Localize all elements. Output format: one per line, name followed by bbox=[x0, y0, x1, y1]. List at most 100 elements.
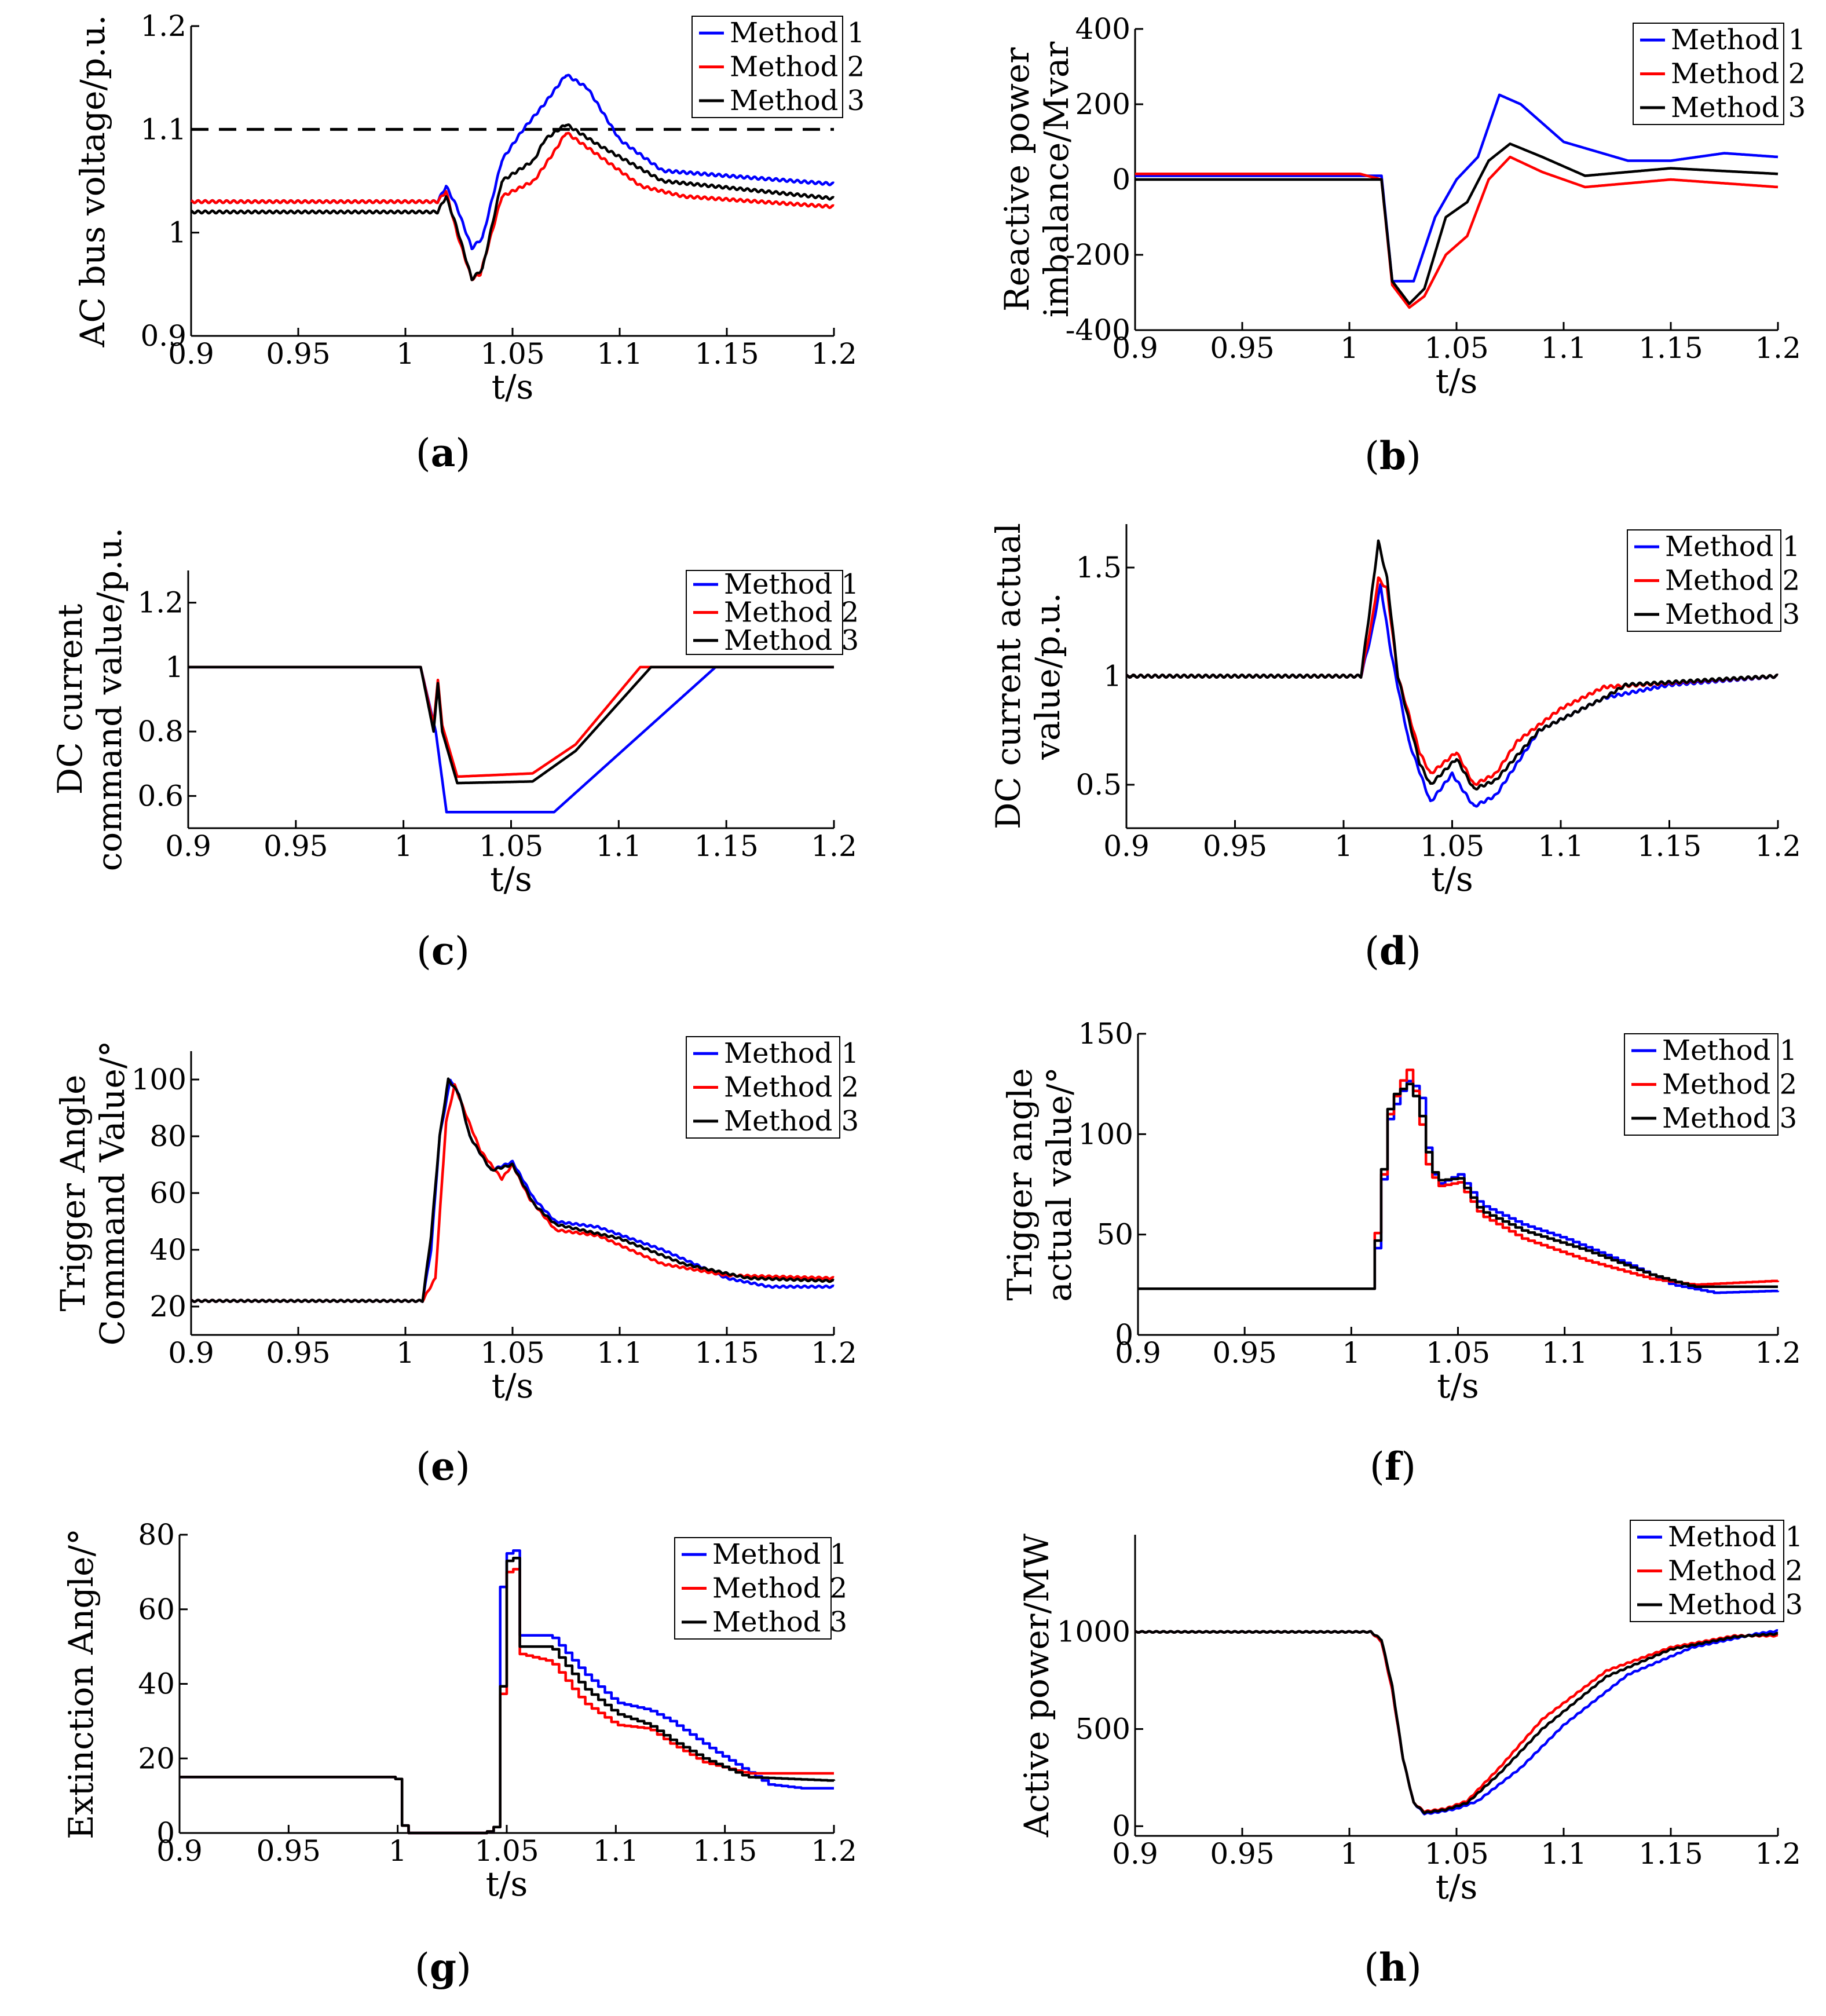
x-tick-label: 1.2 bbox=[811, 829, 857, 863]
series-line-method-3 bbox=[1138, 1082, 1778, 1290]
x-tick-label: 1.05 bbox=[479, 829, 543, 863]
y-tick-label: 0.5 bbox=[1075, 768, 1122, 802]
x-tick-label: 0.95 bbox=[264, 829, 328, 863]
x-axis-label: t/s bbox=[486, 1864, 528, 1904]
legend-entry: Method 1 bbox=[1662, 1034, 1797, 1067]
x-tick-label: 1.15 bbox=[693, 1834, 757, 1868]
panel-label: (d) bbox=[1364, 928, 1421, 974]
x-tick-label: 0.9 bbox=[168, 337, 214, 371]
x-tick-label: 1.15 bbox=[1638, 331, 1703, 365]
y-tick-label: -200 bbox=[1066, 238, 1130, 272]
y-tick-label: 20 bbox=[149, 1290, 186, 1323]
y-tick-label: 0.8 bbox=[137, 715, 184, 748]
series-line-method-3 bbox=[190, 123, 835, 281]
y-tick-label: 1 bbox=[165, 650, 184, 684]
legend-entry: Method 3 bbox=[1662, 1102, 1797, 1135]
legend-entry: Method 1 bbox=[724, 568, 859, 601]
y-tick-label: 0 bbox=[1112, 1809, 1130, 1843]
legend-entry: Method 3 bbox=[712, 1606, 847, 1638]
x-tick-label: 1 bbox=[1334, 829, 1353, 863]
x-tick-label: 1.2 bbox=[1755, 1336, 1801, 1370]
y-tick-label: 100 bbox=[131, 1063, 186, 1096]
legend-entry: Method 1 bbox=[724, 1037, 859, 1070]
y-tick-label: 0 bbox=[1115, 1318, 1133, 1352]
y-tick-label: -400 bbox=[1066, 313, 1130, 347]
panel-h: 0.9 0.95 1 1.05 1.1 1.15 1.2 0 500 1000 t/s Active … bbox=[1017, 1520, 1803, 1990]
y-tick-label: 400 bbox=[1075, 12, 1130, 46]
y-axis-label: actual value/° bbox=[1040, 1067, 1079, 1301]
x-tick-label: 1 bbox=[396, 337, 415, 371]
x-tick-label: 1.05 bbox=[480, 337, 544, 371]
x-tick-label: 1.1 bbox=[1542, 1336, 1588, 1370]
x-tick-label: 1.2 bbox=[811, 337, 857, 371]
x-tick-label: 0.9 bbox=[156, 1834, 203, 1868]
panel-label: (b) bbox=[1364, 433, 1421, 478]
y-tick-label: 500 bbox=[1075, 1712, 1130, 1746]
x-tick-label: 1.1 bbox=[1540, 331, 1587, 365]
legend-entry: Method 2 bbox=[1662, 1069, 1797, 1101]
series-line-method-3 bbox=[187, 665, 835, 785]
y-tick-label: 60 bbox=[149, 1176, 186, 1210]
panel-b: 0.9 0.95 1 1.05 1.1 1.15 1.2 -400 -200 0 200 400 t/s… bbox=[997, 12, 1806, 478]
panel-a: 0.9 0.95 1 1.05 1.1 1.15 1.2 0.9 1 1.1 1.2 t/s AC bu… bbox=[73, 9, 865, 475]
x-tick-label: 0.9 bbox=[1115, 1336, 1161, 1370]
legend-entry: Method 1 bbox=[730, 17, 865, 49]
x-tick-label: 1.2 bbox=[1755, 1837, 1801, 1871]
y-axis-label: value/p.u. bbox=[1028, 592, 1067, 760]
x-tick-label: 1 bbox=[389, 1834, 407, 1868]
y-axis-label: AC bus voltage/p.u. bbox=[73, 15, 112, 348]
series-line-method-3 bbox=[180, 1556, 836, 1835]
x-tick-label: 1.1 bbox=[597, 1336, 643, 1370]
panel-d: 0.9 0.95 1 1.05 1.1 1.15 1.2 0.5 1 1.5 t/s DC curre… bbox=[989, 523, 1801, 974]
x-tick-label: 1.05 bbox=[1420, 829, 1484, 863]
y-tick-label: 1.1 bbox=[140, 112, 186, 146]
series-line-method-3 bbox=[190, 1077, 835, 1303]
panel-label: (h) bbox=[1364, 1945, 1422, 1990]
panel-e: 0.9 0.95 1 1.05 1.1 1.15 1.2 20 40 60 80 100 t/s Trig… bbox=[53, 1036, 859, 1489]
x-tick-label: 0.95 bbox=[1203, 829, 1267, 863]
x-tick-label: 1.2 bbox=[811, 1336, 857, 1370]
legend-entry: Method 3 bbox=[1671, 92, 1806, 124]
x-tick-label: 1.15 bbox=[694, 829, 759, 863]
x-axis-label: t/s bbox=[1431, 859, 1473, 899]
legend-entry: Method 2 bbox=[712, 1572, 847, 1605]
y-tick-label: 1 bbox=[1103, 660, 1122, 693]
y-tick-label: 200 bbox=[1075, 87, 1130, 121]
panel-label: (c) bbox=[416, 928, 470, 974]
x-tick-label: 0.95 bbox=[1213, 1336, 1277, 1370]
panel-f: 0.9 0.95 1 1.05 1.1 1.15 1.2 0 50 100 150 t/s Trigge… bbox=[1000, 1017, 1801, 1489]
y-tick-label: 1 bbox=[168, 216, 186, 250]
x-axis-label: t/s bbox=[1437, 1366, 1479, 1406]
x-tick-label: 0.9 bbox=[1103, 829, 1150, 863]
x-tick-label: 0.9 bbox=[165, 829, 211, 863]
series-line-method-2 bbox=[1134, 1630, 1779, 1814]
y-axis-label: Command Value/° bbox=[93, 1041, 132, 1346]
legend-entry: Method 3 bbox=[730, 85, 865, 117]
x-tick-label: 1.05 bbox=[480, 1336, 544, 1370]
y-tick-label: 100 bbox=[1078, 1117, 1133, 1151]
legend-entry: Method 3 bbox=[1668, 1589, 1803, 1621]
y-tick-label: 50 bbox=[1096, 1218, 1133, 1252]
legend-entry: Method 3 bbox=[724, 624, 859, 657]
legend-entry: Method 3 bbox=[724, 1105, 859, 1137]
series-line-method-3 bbox=[1134, 142, 1779, 305]
y-tick-label: 80 bbox=[149, 1119, 186, 1153]
y-tick-label: 1000 bbox=[1057, 1615, 1130, 1649]
y-tick-label: 0 bbox=[1112, 163, 1130, 196]
y-axis-label: Trigger Angle bbox=[53, 1075, 93, 1312]
x-tick-label: 1.1 bbox=[1538, 829, 1584, 863]
y-tick-label: 80 bbox=[138, 1518, 175, 1552]
x-axis-label: t/s bbox=[492, 367, 534, 407]
x-tick-label: 1.1 bbox=[597, 337, 643, 371]
y-tick-label: 0 bbox=[156, 1816, 175, 1850]
x-tick-label: 0.9 bbox=[1112, 331, 1158, 365]
x-tick-label: 1 bbox=[396, 1336, 415, 1370]
series-line-method-1 bbox=[1134, 1629, 1779, 1816]
legend-entry: Method 1 bbox=[1665, 530, 1800, 563]
series-line-method-2 bbox=[1134, 155, 1779, 309]
legend-entry: Method 1 bbox=[1671, 24, 1806, 56]
